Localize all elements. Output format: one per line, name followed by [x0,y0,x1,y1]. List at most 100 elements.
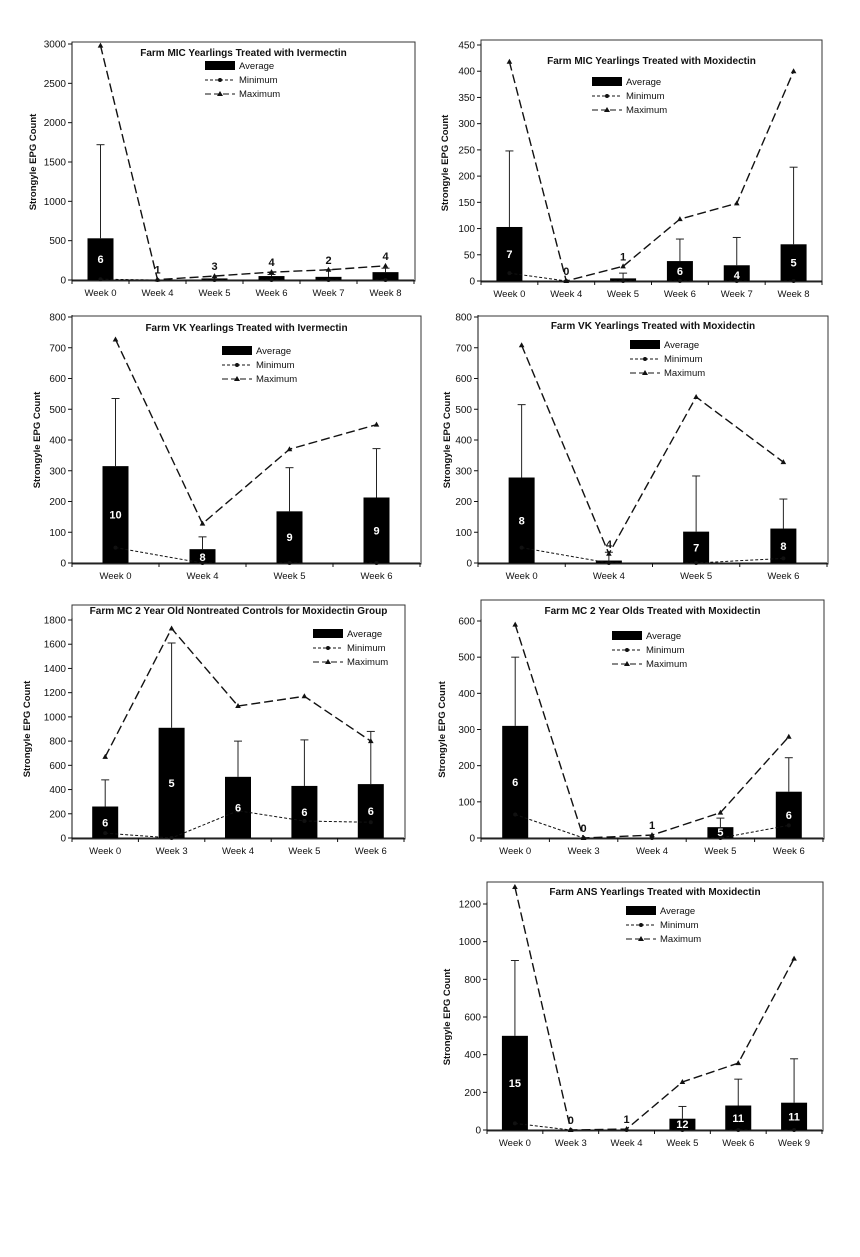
y-tick-label: 2500 [44,79,67,90]
legend-label-maximum: Maximum [664,368,705,379]
point-minimum [269,278,274,282]
y-tick-label: 800 [455,313,472,324]
y-tick-label: 1000 [44,712,67,723]
point-minimum [103,831,108,836]
bar-count-label: 7 [693,542,699,554]
bar-count-label: 5 [169,778,175,790]
legend-label-average: Average [626,77,661,88]
legend-marker-minimum [218,78,222,82]
bar-count-label: 0 [563,266,569,278]
y-tick-label: 150 [458,198,475,209]
x-tick-label: Week 4 [222,846,254,857]
point-maximum [649,832,655,838]
bar-count-label: 6 [368,806,374,818]
chart-title: Farm MIC Yearlings Treated with Moxidect… [547,56,756,67]
point-minimum [169,836,174,840]
point-maximum [620,263,626,269]
x-tick-label: Week 5 [288,846,320,857]
series-line-minimum [100,278,386,281]
x-tick-label: Week 5 [198,288,230,299]
legend-marker-minimum [643,357,647,361]
y-axis-label: Strongyle EPG Count [437,680,448,777]
point-minimum [302,819,307,824]
y-tick-label: 1400 [44,664,67,675]
bar-count-label: 1 [624,1114,630,1126]
point-minimum [212,278,217,282]
y-tick-label: 100 [458,797,475,808]
legend-marker-minimum [326,646,330,650]
point-maximum [512,621,518,627]
x-tick-label: Week 6 [355,846,387,857]
y-tick-label: 200 [49,809,66,820]
chart-panel-3: 0 100 200 300 400 500 600 700 800 Week 0 Week 4 Wee… [32,313,422,582]
bar-count-label: 6 [677,266,683,278]
legend: Average Minimum Maximum [630,340,705,379]
legend: Average Minimum Maximum [626,906,701,945]
point-minimum [513,812,518,817]
x-tick-label: Week 0 [89,846,121,857]
legend-marker-maximum [325,659,331,664]
legend-label-average: Average [660,906,695,917]
point-minimum [326,278,331,282]
y-tick-label: 500 [49,236,66,247]
x-tick-label: Week 8 [369,288,401,299]
y-tick-label: 400 [458,689,475,700]
point-minimum [781,556,786,561]
y-tick-label: 500 [49,405,66,416]
legend-label-average: Average [256,346,291,357]
point-minimum [791,279,796,283]
y-tick-label: 450 [458,41,475,52]
y-tick-label: 50 [464,250,476,261]
legend-label-minimum: Minimum [664,354,703,365]
point-minimum [368,820,373,825]
bar-count-label: 2 [325,255,331,267]
legend: Average Minimum Maximum [205,61,280,100]
series-line-minimum [521,547,784,564]
x-tick-label: Week 4 [141,288,173,299]
bar-average [158,727,185,838]
series-line-maximum [104,627,372,758]
plot-frame [486,881,824,1132]
point-maximum [679,1078,686,1084]
point-maximum [791,955,797,961]
y-tick-label: 0 [60,559,66,570]
y-tick-label: 400 [49,785,66,796]
legend-label-maximum: Maximum [626,105,667,116]
y-tick-label: 1600 [44,640,67,651]
point-minimum [98,277,103,282]
bar-average [723,265,750,281]
y-tick-label: 300 [455,466,472,477]
bar-average [291,785,318,838]
bar-average [707,827,734,838]
bar-count-label: 1 [154,265,160,277]
point-maximum [199,520,206,526]
bar-count-label: 11 [732,1113,744,1125]
bar-count-label: 12 [676,1119,688,1131]
legend-label-average: Average [646,631,681,642]
y-tick-label: 200 [458,761,475,772]
point-maximum [368,738,374,744]
bar-average [683,531,710,563]
y-tick-label: 0 [466,559,472,570]
bar-count-label: 3 [211,261,217,273]
bar-average [501,1035,528,1130]
y-tick-label: 400 [464,1050,481,1061]
bar-average [775,791,802,838]
x-tick-label: Week 0 [99,571,131,582]
y-tick-label: 200 [455,497,472,508]
point-minimum [374,561,379,565]
point-maximum [506,58,513,64]
y-tick-label: 800 [464,975,481,986]
point-maximum [623,1126,630,1132]
point-maximum [780,459,787,465]
y-tick-label: 600 [464,1013,481,1024]
bar-count-label: 6 [512,777,518,789]
x-tick-label: Week 9 [778,1138,810,1149]
y-tick-label: 100 [455,528,472,539]
x-tick-label: Week 0 [499,1138,531,1149]
chart-title: Farm VK Yearlings Treated with Moxidecti… [551,321,755,332]
y-tick-label: 700 [49,343,66,354]
point-minimum [507,271,512,276]
point-maximum [325,266,332,272]
